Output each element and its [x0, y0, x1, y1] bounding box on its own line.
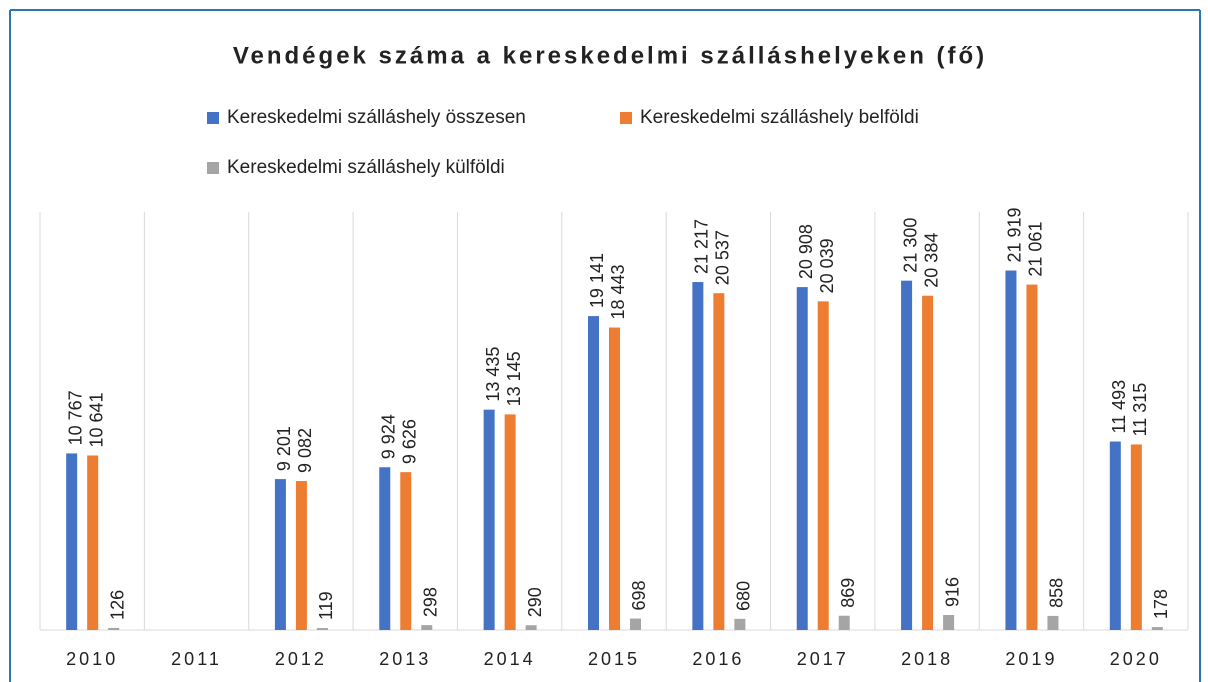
value-label: 858	[1047, 578, 1067, 608]
bar	[1005, 270, 1017, 630]
value-label: 20 537	[713, 230, 733, 285]
x-tick-label: 2012	[275, 649, 327, 669]
bar	[525, 625, 537, 630]
value-label: 916	[942, 577, 962, 607]
value-label: 11 315	[1130, 383, 1150, 437]
x-tick-label: 2017	[797, 649, 849, 669]
value-label: 21 300	[900, 218, 920, 273]
bar	[630, 618, 641, 630]
value-label: 20 039	[817, 238, 837, 293]
x-tick-label: 2018	[901, 649, 953, 669]
bar	[483, 409, 495, 630]
x-tick-label: 2011	[171, 649, 222, 669]
bar	[838, 615, 850, 630]
value-label: 178	[1151, 589, 1171, 619]
bar	[1026, 284, 1038, 630]
value-label: 13 435	[483, 347, 503, 402]
value-label: 10 641	[86, 392, 106, 447]
bar	[734, 618, 746, 630]
x-tick-label: 2014	[484, 649, 536, 669]
x-tick-label: 2010	[66, 649, 118, 669]
bar	[943, 614, 955, 630]
bar	[421, 625, 433, 630]
bar	[379, 467, 391, 630]
value-label: 698	[629, 581, 649, 611]
value-label: 9 082	[295, 428, 315, 473]
bar	[1130, 444, 1142, 630]
legend-label: Kereskedelmi szálláshely belföldi	[640, 107, 919, 128]
value-label: 20 384	[921, 233, 941, 288]
value-label: 18 443	[608, 264, 628, 319]
value-label: 298	[421, 587, 441, 617]
legend-swatch	[620, 112, 632, 124]
value-label: 21 217	[692, 219, 712, 274]
chart-title: Vendégek száma a kereskedelmi szálláshel…	[233, 42, 987, 69]
x-tick-label: 2015	[588, 649, 640, 669]
bar	[274, 479, 286, 630]
x-tick-label: 2019	[1005, 649, 1057, 669]
x-tick-label: 2020	[1110, 649, 1162, 669]
value-label: 126	[107, 590, 127, 620]
value-label: 680	[734, 581, 754, 611]
x-tick-label: 2013	[379, 649, 431, 669]
value-label: 9 201	[274, 426, 294, 471]
bar	[692, 282, 704, 630]
value-label: 119	[316, 591, 336, 620]
value-label: 869	[838, 578, 858, 608]
bar	[295, 481, 307, 630]
bar	[817, 301, 829, 630]
legend-swatch	[207, 162, 219, 174]
bar	[504, 414, 516, 630]
legend-label: Kereskedelmi szálláshely összesen	[227, 107, 526, 128]
bar	[713, 293, 725, 630]
bar	[1109, 441, 1121, 630]
bar	[1047, 615, 1059, 630]
value-label: 19 141	[587, 253, 607, 308]
value-label: 9 626	[400, 419, 420, 464]
value-label: 21 919	[1005, 207, 1025, 262]
value-label: 13 145	[504, 351, 524, 406]
bar	[901, 280, 913, 630]
value-label: 11 493	[1109, 380, 1129, 434]
value-label: 9 924	[379, 414, 399, 459]
value-label: 290	[525, 587, 545, 617]
bar	[66, 453, 78, 630]
bar	[922, 295, 934, 630]
bar	[609, 327, 620, 630]
value-label: 20 908	[796, 224, 816, 279]
bar	[400, 472, 412, 630]
x-tick-label: 2016	[692, 649, 744, 669]
bar	[87, 455, 99, 630]
bar	[108, 627, 120, 630]
legend-swatch	[207, 112, 219, 124]
value-label: 10 767	[65, 390, 85, 445]
bar	[1151, 627, 1163, 630]
bar	[588, 316, 599, 630]
legend-label: Kereskedelmi szálláshely külföldi	[227, 157, 505, 178]
bar	[316, 628, 328, 630]
value-label: 21 061	[1026, 222, 1046, 277]
bar	[796, 287, 808, 630]
